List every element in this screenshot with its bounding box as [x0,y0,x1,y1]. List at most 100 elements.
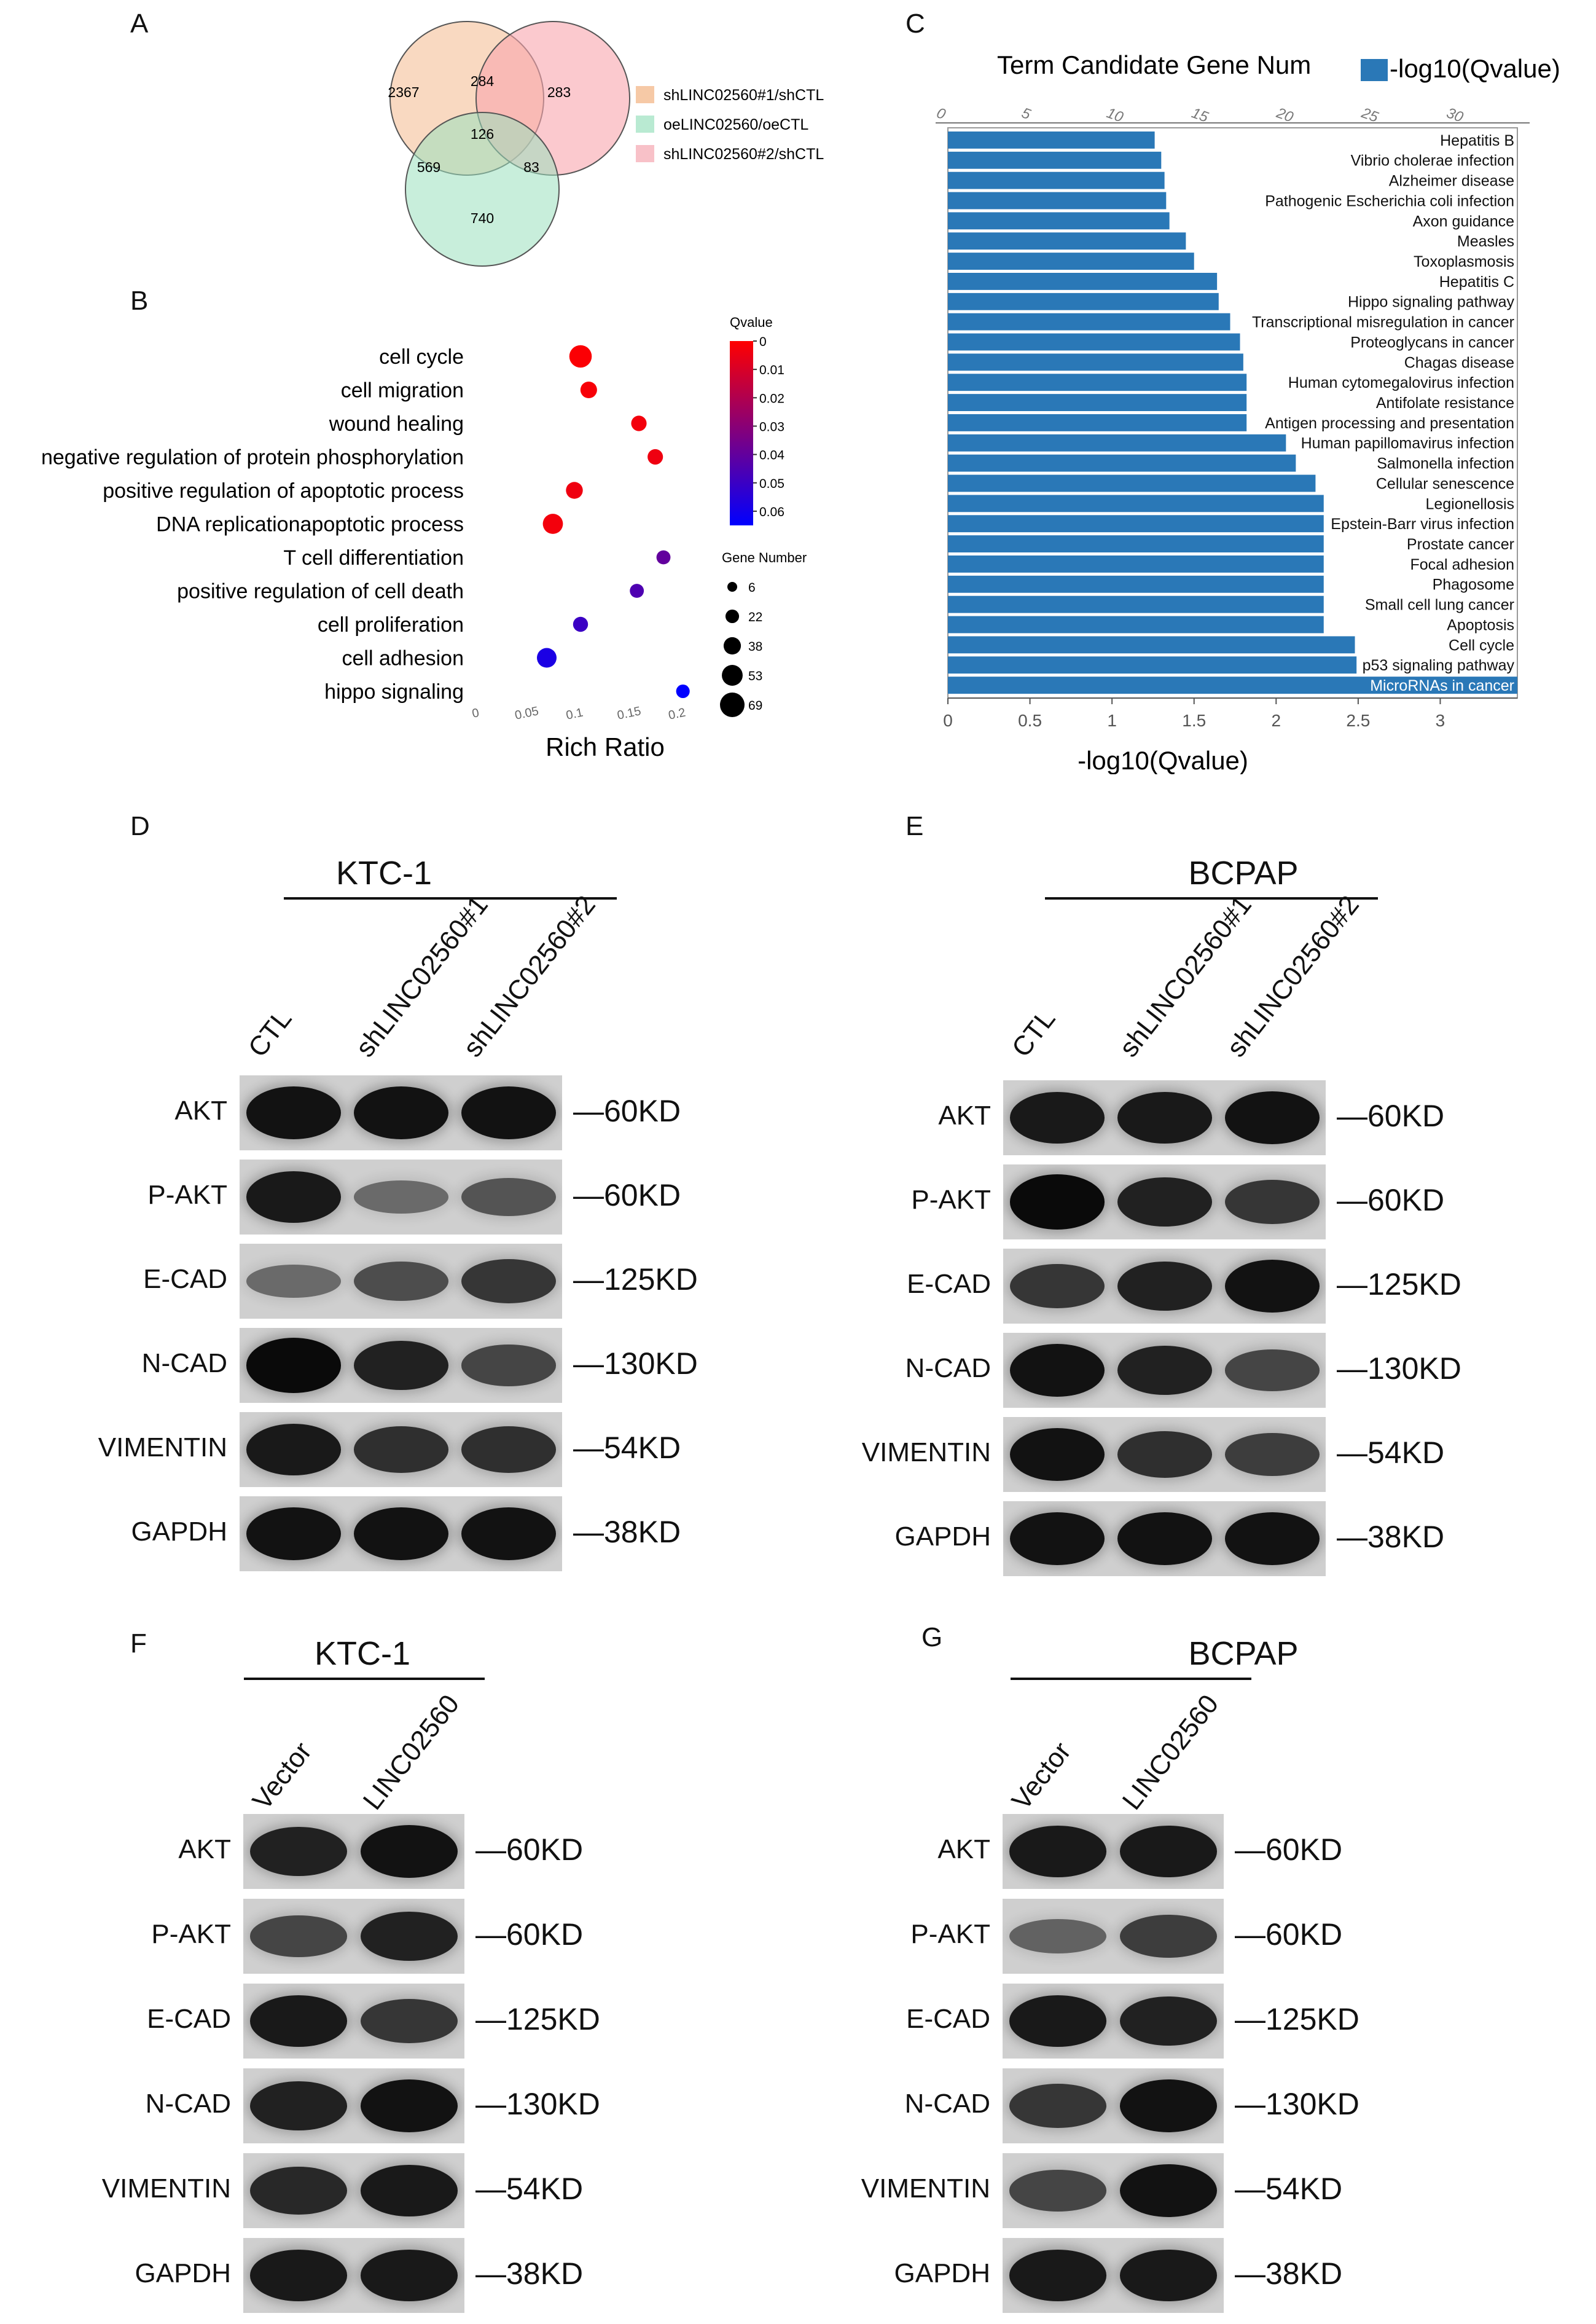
kd-marker-p-akt: —60KD [573,1178,681,1212]
bottom-tick-3: 3 [1436,711,1445,730]
bar-p53-signaling-pathway [948,656,1357,674]
bar-label-phagosome: Phagosome [1433,576,1514,594]
bubble-positive-regulation-of-cell-death [630,584,644,598]
kd-marker-akt: —60KD [1337,1099,1445,1133]
band-gapdh-shlinc02560-1 [353,1507,448,1561]
bar-label-human-cytomegalovirus-infection: Human cytomegalovirus infection [1288,374,1514,391]
western-blot-panel-f: KTC-1 Vector LINC02560 AKT —60KD P-AKT —60KD E-… [0,1622,792,2324]
bar-chagas-disease [948,353,1243,371]
band-akt-shlinc02560-2 [461,1086,556,1140]
bar-micrornas-in-cancer [948,677,1517,694]
bar-label-chagas-disease: Chagas disease [1404,354,1514,371]
band-gapdh-shlinc02560-2 [1224,1512,1320,1566]
band-e-cad-shlinc02560-2 [461,1258,556,1304]
gene-number-legend-dot [720,693,745,717]
band-gapdh-ctl [1009,1512,1105,1566]
blot-strip-p-akt [1003,1899,1224,1974]
protein-label-p-akt: P-AKT [151,1919,231,1949]
gene-number-legend-69: 69 [748,699,762,713]
bubble-positive-regulation-of-apoptotic-process [566,482,583,499]
bar-label-pathogenic-escherichia-coli-infection: Pathogenic Escherichia coli infection [1265,192,1514,210]
bar-label-small-cell-lung-cancer: Small cell lung cancer [1365,597,1514,614]
blot-strip-vimentin [1003,2153,1224,2228]
protein-label-n-cad: N-CAD [145,2089,231,2119]
protein-label-e-cad: E-CAD [906,2004,990,2034]
qvalue-tick-0-03: 0.03 [759,420,784,434]
band-vimentin-shlinc02560-1 [353,1426,448,1473]
blot-strip-e-cad [243,1984,464,2059]
band-e-cad-linc02560 [1119,1996,1218,2046]
band-akt-vector [1009,1826,1107,1877]
bar-apoptosis [948,616,1324,634]
bubble-cell-migration [580,381,597,399]
cell-line-underline [244,1678,485,1680]
band-vimentin-vector [249,2166,348,2215]
venn-count-one-three: 569 [417,159,440,175]
kegg-legend-label: -log10(Qvalue) [1390,54,1560,83]
protein-label-p-akt: P-AKT [147,1180,227,1210]
qvalue-tick-0-06: 0.06 [759,505,784,519]
panel-label-f: F [130,1628,147,1659]
bar-pathogenic-escherichia-coli-infection [948,192,1167,210]
band-e-cad-ctl [246,1265,341,1298]
bar-label-apoptosis: Apoptosis [1447,616,1514,634]
band-akt-shlinc02560-1 [1117,1092,1212,1144]
kegg-bar-chart: Term Candidate Gene Num -log10(Qvalue) 0 5 1… [934,50,1560,774]
qvalue-tick-0: 0 [759,335,767,349]
bar-label-hepatitis-b: Hepatitis B [1440,132,1514,149]
band-gapdh-shlinc02560-1 [1117,1512,1212,1566]
kd-marker-gapdh: —38KD [573,1515,681,1549]
protein-label-gapdh: GAPDH [135,2258,231,2288]
protein-label-vimentin: VIMENTIN [98,1432,227,1462]
protein-label-e-cad: E-CAD [143,1264,227,1294]
bar-proteoglycans-in-cancer [948,333,1240,351]
kegg-legend-swatch [1361,59,1388,81]
bar-toxoplasmosis [948,253,1194,270]
lane-label-ctl: CTL [1006,1003,1062,1063]
bar-alzheimer-disease [948,171,1165,189]
bar-cellular-senescence [948,474,1316,492]
term-label-positive-regulation-of-apoptotic-process: positive regulation of apoptotic process [103,479,464,503]
blot-strip-n-cad [1003,1333,1326,1408]
x-tick-0-15: 0.15 [616,704,643,723]
band-vimentin-ctl [1009,1427,1105,1482]
bar-vibrio-cholerae-infection [948,151,1162,169]
top-tick-0: 0 [934,104,948,123]
kd-marker-vimentin: —54KD [1235,2172,1343,2206]
cell-line-underline [1045,897,1378,900]
gene-number-legend-dot [723,637,741,655]
blot-strip-akt [243,1814,464,1889]
bar-label-salmonella-infection: Salmonella infection [1377,455,1514,473]
cell-line-title: KTC-1 [314,1635,410,1672]
protein-label-p-akt: P-AKT [910,1919,990,1949]
band-akt-shlinc02560-2 [1224,1091,1320,1145]
bar-human-cytomegalovirus-infection [948,374,1247,391]
go-bubble-chart: cell cycle cell migration wound healing neg… [41,315,807,761]
band-vimentin-vector [1009,2170,1107,2212]
band-akt-linc02560 [1119,1826,1218,1877]
protein-label-n-cad: N-CAD [904,2089,990,2119]
bubble-wound-healing [631,415,647,431]
kd-marker-n-cad: —130KD [1235,2087,1359,2121]
band-p-akt-shlinc02560-1 [353,1180,448,1214]
western-blot-panel-e: BCPAP CTL shLINC02560#1 shLINC02560#2 AKT —60… [798,817,1596,1598]
cell-line-title: BCPAP [1188,1635,1299,1672]
cell-line-underline [1011,1678,1251,1680]
band-vimentin-linc02560 [1119,2164,1218,2218]
x-tick-0-2: 0.2 [667,705,687,722]
kd-marker-n-cad: —130KD [573,1346,698,1381]
blot-strip-gapdh [1003,2238,1224,2313]
bar-phagosome [948,575,1324,593]
bottom-tick-2: 2 [1272,711,1281,730]
term-label-negative-regulation-of-protein-phosphorylation: negative regulation of protein phosphory… [41,446,464,469]
blot-strip-akt [1003,1814,1224,1889]
band-n-cad-shlinc02560-1 [1117,1345,1212,1396]
protein-label-akt: AKT [938,1101,991,1131]
bar-label-epstein-barr-virus-infection: Epstein-Barr virus infection [1331,516,1514,533]
bottom-tick-2-5: 2.5 [1346,711,1370,730]
blot-strip-e-cad [1003,1249,1326,1324]
blot-strip-n-cad [243,2068,464,2143]
blot-strip-gapdh [240,1496,562,1571]
qvalue-tick-0-04: 0.04 [759,449,784,463]
bar-label-antigen-processing-and-presentation: Antigen processing and presentation [1265,415,1514,432]
